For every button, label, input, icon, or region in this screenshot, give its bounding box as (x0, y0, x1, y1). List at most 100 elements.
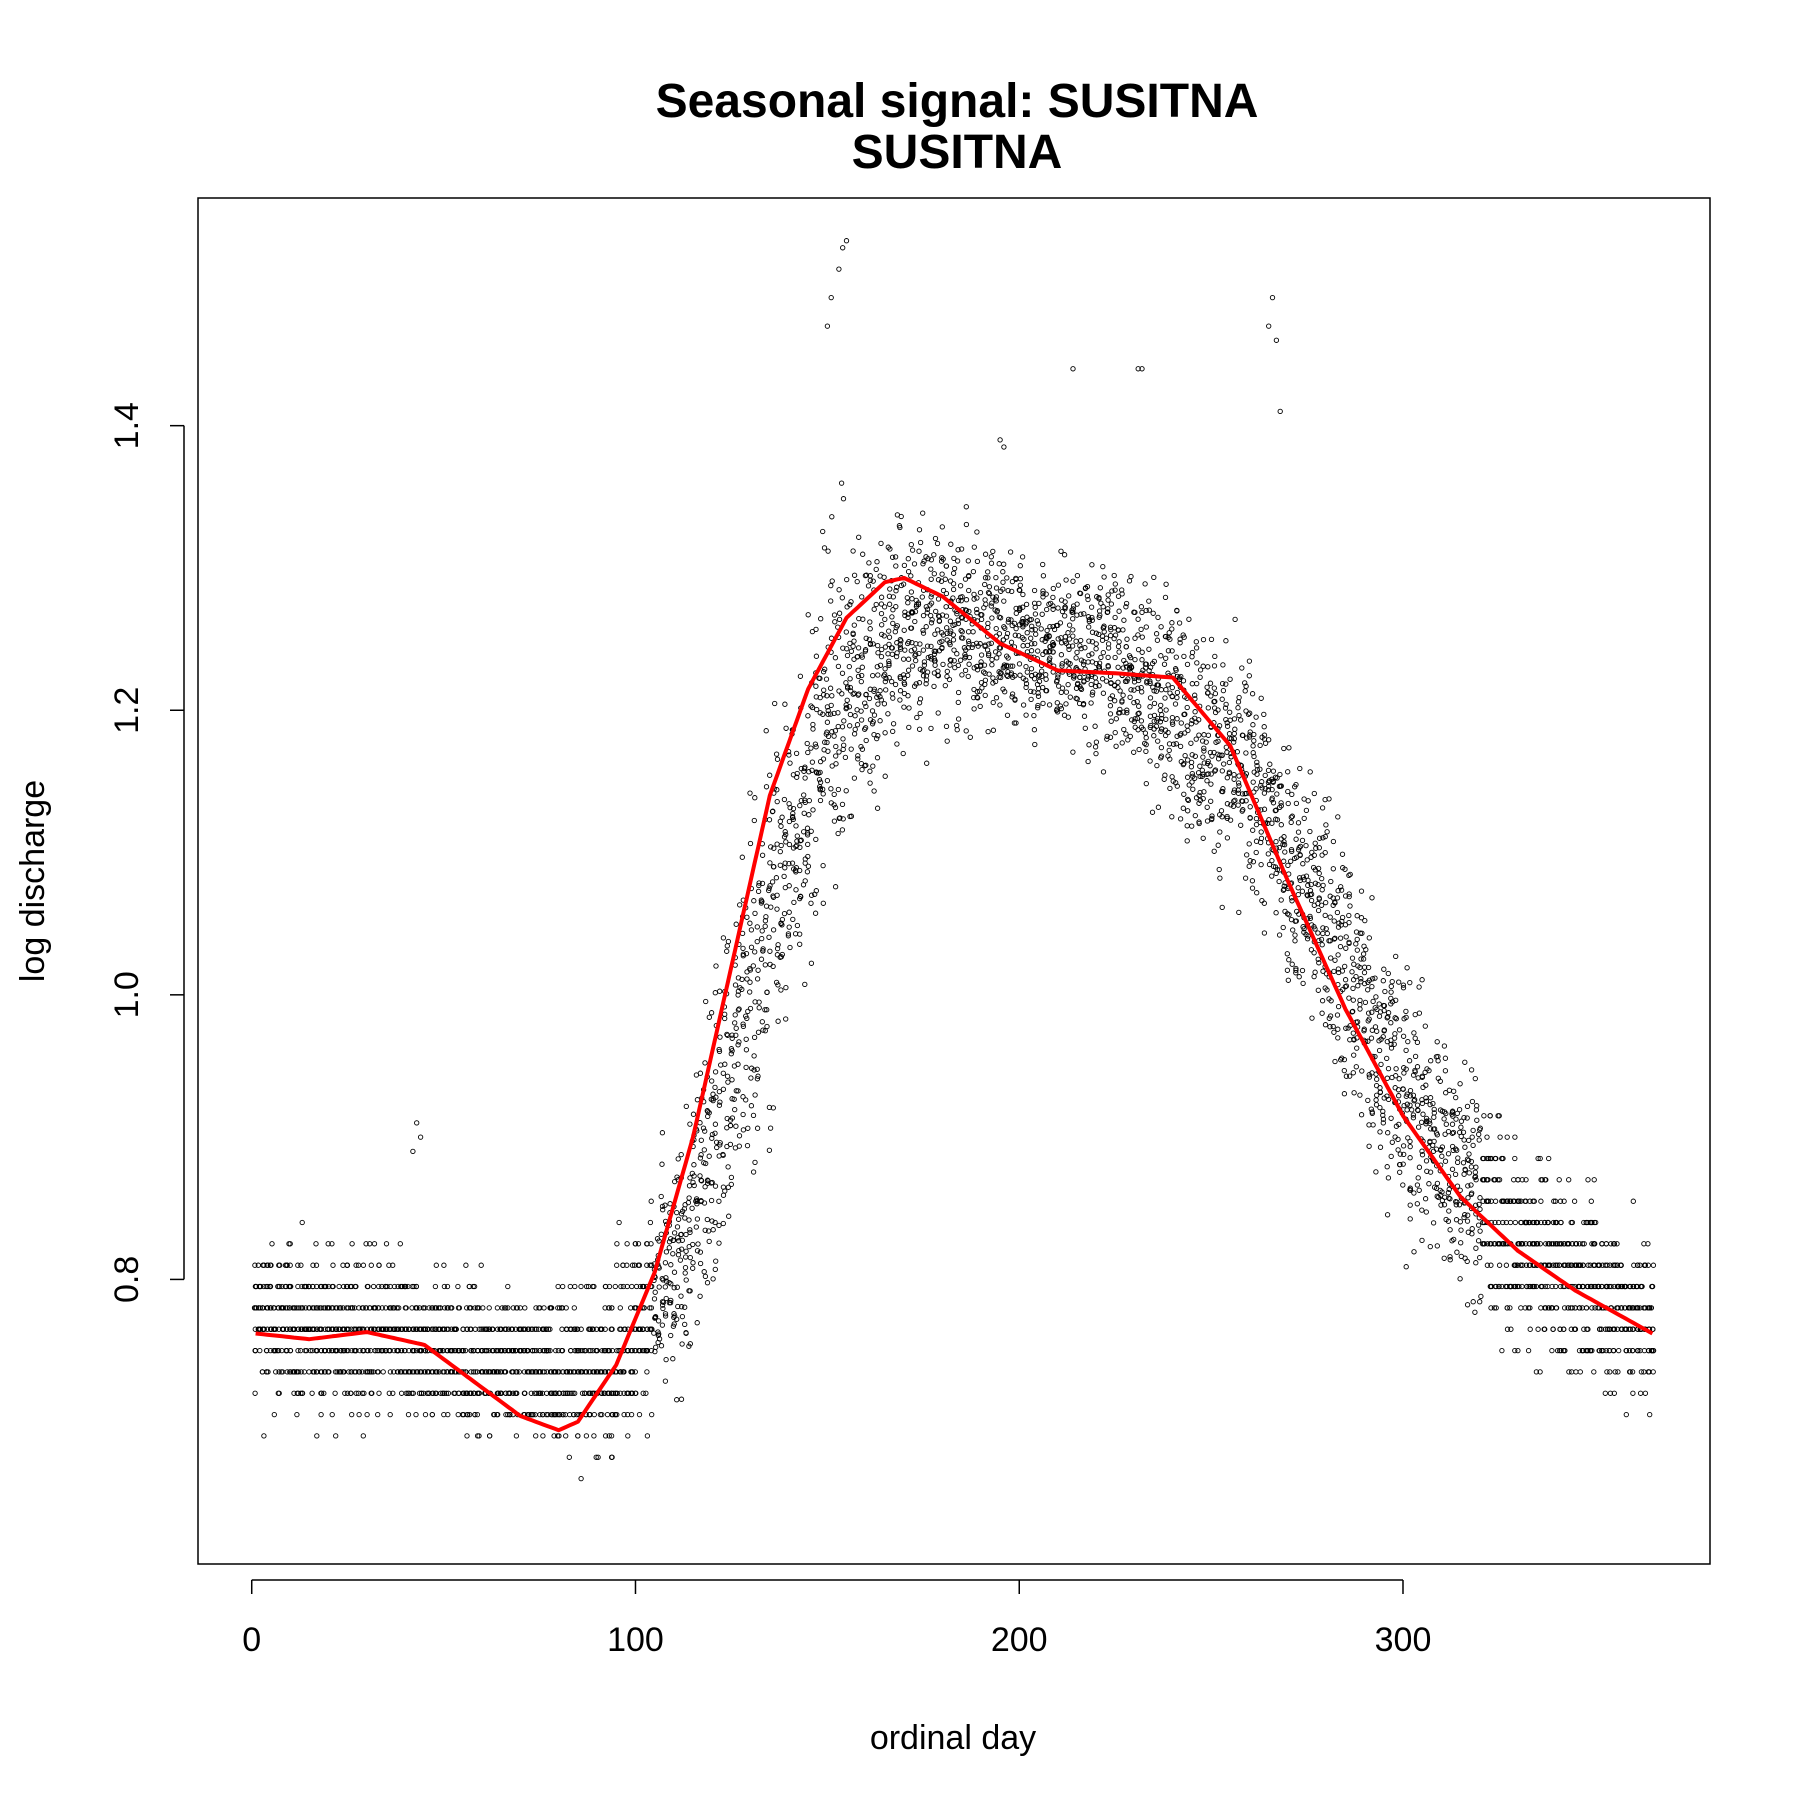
data-point (609, 1305, 615, 1311)
data-point (1189, 649, 1196, 656)
data-point (440, 1390, 446, 1396)
data-point (1127, 733, 1133, 740)
data-point (858, 717, 865, 723)
data-point (985, 569, 991, 575)
data-point (1395, 1136, 1401, 1143)
data-point (1155, 614, 1161, 621)
data-point (574, 1326, 581, 1332)
data-point (1066, 593, 1072, 599)
data-point (1062, 613, 1068, 619)
data-point (553, 1369, 559, 1375)
data-point (923, 624, 929, 630)
data-point (299, 1305, 305, 1311)
data-point (722, 1061, 728, 1067)
data-point (318, 1326, 325, 1332)
data-point (368, 1262, 374, 1268)
data-point (551, 1390, 557, 1396)
data-point (486, 1326, 493, 1332)
data-point (1385, 1175, 1392, 1181)
data-point (1136, 746, 1142, 753)
data-point (1477, 1254, 1483, 1261)
data-point (1001, 561, 1007, 567)
data-point (1311, 950, 1317, 956)
data-point (860, 551, 866, 557)
data-point (1123, 731, 1129, 737)
data-point (1474, 1117, 1480, 1123)
data-point (1078, 637, 1084, 644)
data-point (564, 1390, 571, 1396)
data-point (955, 689, 962, 696)
data-point (445, 1305, 451, 1311)
data-point (702, 1273, 709, 1280)
data-point (1253, 815, 1260, 822)
data-point (516, 1369, 522, 1375)
data-point (1276, 844, 1282, 851)
data-point (1036, 600, 1042, 607)
data-point (1092, 675, 1098, 681)
data-point (759, 1019, 765, 1025)
data-point (608, 1433, 615, 1439)
data-point (536, 1369, 543, 1375)
data-point (372, 1305, 379, 1311)
data-point (533, 1305, 539, 1311)
data-point (422, 1326, 429, 1332)
data-point (1193, 736, 1199, 742)
data-point (748, 1075, 754, 1081)
data-point (1476, 1137, 1482, 1143)
data-point (1082, 725, 1088, 731)
data-point (1061, 552, 1068, 558)
data-point (1261, 724, 1267, 730)
data-point (893, 563, 899, 569)
data-point (383, 1241, 390, 1247)
data-point (1319, 942, 1325, 948)
data-point (1169, 684, 1175, 691)
data-point (336, 1283, 342, 1290)
data-point (871, 712, 878, 718)
data-point (1416, 984, 1422, 990)
data-point (943, 563, 950, 569)
data-point (944, 668, 950, 675)
data-point (678, 1151, 684, 1158)
data-point (578, 1475, 584, 1482)
data-point (1323, 822, 1329, 828)
data-point (1388, 989, 1394, 995)
data-point (1396, 979, 1402, 985)
data-point (813, 683, 819, 689)
data-point (1335, 1026, 1341, 1032)
data-point (977, 703, 983, 710)
data-point (982, 551, 989, 557)
data-point (1300, 980, 1306, 987)
data-point (802, 981, 808, 988)
data-point (759, 928, 765, 934)
data-point (1366, 935, 1372, 941)
data-point (1403, 1047, 1409, 1054)
data-point (828, 598, 834, 604)
data-point (724, 948, 730, 954)
data-point (287, 1347, 294, 1354)
data-point (781, 910, 788, 917)
data-point (986, 584, 993, 590)
data-point (1073, 638, 1079, 644)
data-point (1515, 1347, 1521, 1354)
data-point (1464, 1218, 1471, 1224)
data-point (854, 722, 861, 728)
data-point (974, 595, 980, 601)
data-point (1365, 1097, 1371, 1104)
data-point (602, 1369, 608, 1375)
data-point (850, 548, 856, 554)
data-point (1449, 1121, 1456, 1127)
data-point (655, 1318, 662, 1324)
data-point (1039, 668, 1045, 674)
data-point (1124, 636, 1130, 642)
data-point (793, 750, 800, 757)
data-point (1411, 1249, 1417, 1255)
data-point (1208, 781, 1214, 787)
data-point (1358, 888, 1365, 894)
data-point (670, 1251, 676, 1257)
data-point (360, 1262, 367, 1268)
data-point (578, 1283, 584, 1290)
data-point (1253, 849, 1259, 856)
data-point (326, 1305, 332, 1311)
data-point (302, 1305, 309, 1311)
data-point (909, 663, 916, 669)
